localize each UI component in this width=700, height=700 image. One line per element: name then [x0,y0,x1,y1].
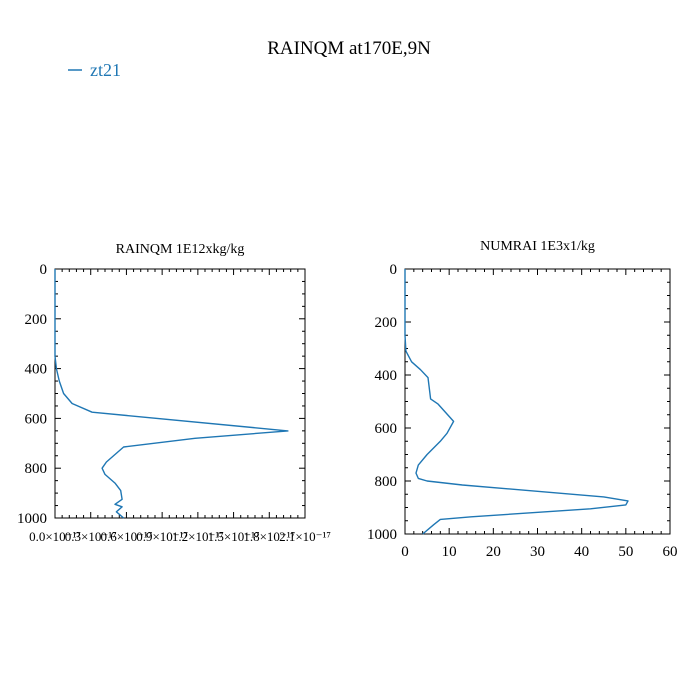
y-tick-label: 600 [25,411,48,427]
x-tick-label: 0.9×10⁻¹⁷ [136,529,188,544]
y-tick-label: 0 [40,262,48,278]
x-tick-label: 2.1×10⁻¹⁷ [279,529,331,544]
y-tick-label: 600 [375,421,398,437]
series-line-zt21 [404,269,629,535]
panel-rainqm: RAINQM 1E12xkg/kg 0 200 400 600 800 1000 0.0×10… [17,242,331,544]
y-tick-label: 200 [25,312,48,328]
x-tick-label: 20 [486,544,501,560]
x-tick-label: 40 [574,544,589,560]
y-tick-label: 800 [25,461,48,477]
plot-frame [404,268,671,535]
x-tick-label: 0.0×10⁻¹⁷ [29,529,81,544]
x-tick-label: 50 [618,544,633,560]
legend-label-zt21: zt21 [90,60,121,80]
x-tick-label: 0.6×10⁻¹⁷ [100,529,152,544]
x-tick-label: 0 [401,544,409,560]
x-tick-label: 1.5×10⁻¹⁷ [208,529,260,544]
x-tick-label: 10 [442,544,457,560]
panel-title: NUMRAI 1E3x1/kg [480,239,595,254]
y-tick-label: 400 [25,362,48,378]
y-tick-label: 1000 [17,511,47,527]
y-tick-label: 800 [375,474,398,490]
legend: zt21 [68,60,121,80]
figure-title: RAINQM at170E,9N [267,38,431,59]
x-tick-label: 1.8×10⁻¹⁷ [243,529,295,544]
x-tick-label: 1.2×10⁻¹⁷ [172,529,224,544]
y-tick-label: 1000 [367,527,397,543]
series-line-zt21 [54,269,289,519]
x-tick-label: 30 [530,544,545,560]
panel-title: RAINQM 1E12xkg/kg [116,242,245,257]
x-tick-label: 60 [663,544,678,560]
x-tick-label: 0.3×10⁻¹⁷ [65,529,117,544]
y-tick-label: 0 [390,262,398,278]
y-tick-label: 400 [375,368,398,384]
y-tick-label: 200 [375,315,398,331]
plot-frame [54,268,306,519]
